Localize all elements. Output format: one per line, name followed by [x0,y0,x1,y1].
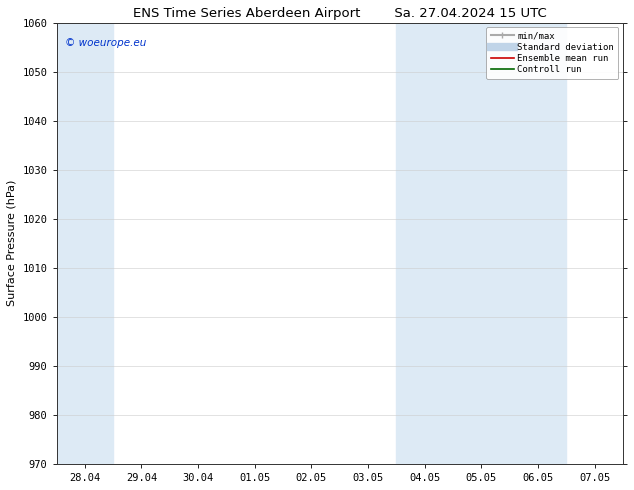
Legend: min/max, Standard deviation, Ensemble mean run, Controll run: min/max, Standard deviation, Ensemble me… [486,27,618,79]
Bar [56,23,113,464]
Text: © woeurope.eu: © woeurope.eu [65,38,146,48]
Title: ENS Time Series Aberdeen Airport        Sa. 27.04.2024 15 UTC: ENS Time Series Aberdeen Airport Sa. 27.… [133,7,547,20]
Y-axis label: Surface Pressure (hPa): Surface Pressure (hPa) [7,180,17,306]
Bar [510,23,566,464]
Bar [396,23,510,464]
